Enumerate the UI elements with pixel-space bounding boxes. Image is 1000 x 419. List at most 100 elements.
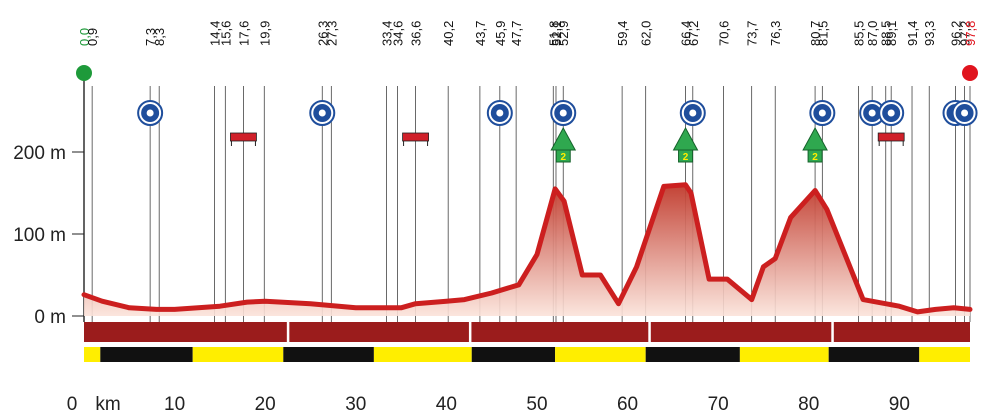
- km-marker-label: 26,3: [315, 21, 330, 46]
- km-marker-label-group: 52,1: [549, 21, 564, 46]
- barrier-body: [230, 132, 257, 142]
- km-marker-label: 17,6: [236, 21, 251, 46]
- km-marker-label: 45,9: [493, 21, 508, 46]
- km-marker-label-group: 26,3: [315, 21, 330, 46]
- km-marker-label-group: 40,2: [441, 21, 456, 46]
- km-marker-label: 93,3: [922, 21, 937, 46]
- climb-base: [555, 149, 571, 163]
- km-marker-label-group: 17,6: [236, 21, 251, 46]
- x-tick-label: 0: [67, 394, 78, 415]
- x-tick-label: 10: [164, 394, 185, 415]
- mountain-climb-icon: 2: [802, 126, 828, 163]
- km-marker-label-group: 70,6: [717, 21, 732, 46]
- km-marker-label-group: 45,9: [493, 21, 508, 46]
- x-tick-label: 90: [889, 394, 910, 415]
- roundabout-icon: [951, 100, 978, 126]
- profile-area: [84, 184, 970, 316]
- distance-stripe-segment: [373, 347, 472, 362]
- km-marker-label: 47,7: [509, 21, 524, 46]
- y-tick-label: 100 m: [13, 225, 66, 246]
- climb-category-label: 2: [812, 152, 818, 163]
- km-marker-label-group: 93,3: [922, 21, 937, 46]
- km-marker-label-group: 7,3: [143, 28, 158, 46]
- x-tick-label: 60: [617, 394, 638, 415]
- km-marker-label: 8,3: [152, 28, 167, 46]
- road-barrier-icon: [230, 132, 257, 146]
- km-marker-label-group: 66,4: [679, 21, 694, 46]
- base-band-gap: [648, 322, 651, 342]
- km-marker-label: 19,9: [257, 21, 272, 46]
- climb-base: [807, 149, 823, 163]
- roundabout-center: [146, 109, 154, 117]
- mountain-climb-icon: 2: [672, 126, 699, 163]
- roundabout-center: [887, 109, 895, 117]
- base-band: [84, 322, 970, 342]
- km-marker-label: 33,4: [380, 21, 395, 46]
- km-marker-label: 43,7: [473, 21, 488, 46]
- y-tick-label: 0 m: [34, 307, 66, 328]
- km-marker-label: 59,4: [615, 21, 630, 46]
- km-marker-label: 36,6: [409, 21, 424, 46]
- km-marker-label: 40,2: [441, 21, 456, 46]
- roundabout-icon: [309, 100, 336, 126]
- km-marker-label-group: 0,0: [77, 28, 92, 46]
- roundabout-center: [961, 109, 969, 117]
- profile-line: [81, 182, 973, 315]
- km-marker-label-group: 47,7: [509, 21, 524, 46]
- km-marker-label-group: 76,3: [768, 21, 783, 46]
- barrier-body: [877, 132, 905, 142]
- km-marker-label: 97,2: [958, 21, 973, 46]
- km-marker-label-group: 97,8: [963, 21, 978, 46]
- distance-stripe-segment: [645, 347, 740, 362]
- roundabout-icon: [809, 100, 836, 126]
- km-marker-label-group: 36,6: [409, 21, 424, 46]
- x-tick-label: 20: [255, 394, 276, 415]
- y-tick-label: 200 m: [13, 143, 66, 164]
- distance-stripe-segment: [739, 347, 829, 362]
- road-barrier-icon: [402, 132, 429, 146]
- km-marker-label: 66,4: [679, 21, 694, 46]
- distance-stripe-segment: [828, 347, 920, 362]
- x-tick-label: 80: [798, 394, 819, 415]
- x-tick-label: 40: [436, 394, 457, 415]
- km-marker-label-group: 88,5: [879, 21, 894, 46]
- base-band-gap: [468, 322, 472, 342]
- climb-triangle: [672, 126, 699, 151]
- roundabout-icon: [486, 100, 513, 126]
- km-marker-label-group: 8,3: [152, 28, 167, 46]
- distance-stripe-segment: [283, 347, 374, 362]
- km-marker-label: 97,8: [963, 21, 978, 46]
- km-marker-label: 96,2: [949, 21, 964, 46]
- km-marker-label-group: 19,9: [257, 21, 272, 46]
- km-marker-label: 51,8: [546, 21, 561, 46]
- climb-category-label: 2: [683, 152, 689, 163]
- km-marker-label: 14,4: [207, 21, 222, 46]
- roundabout-icon: [137, 100, 164, 126]
- km-marker-label: 91,4: [905, 21, 920, 46]
- km-marker-label: 0,9: [85, 28, 100, 46]
- roundabout-center: [559, 109, 567, 117]
- km-marker-label: 34,6: [390, 21, 405, 46]
- mountain-climb-icon: 2: [550, 126, 577, 163]
- roundabout-icon: [878, 100, 905, 126]
- x-tick-label: 50: [526, 394, 547, 415]
- km-marker-label-group: 96,2: [949, 21, 964, 46]
- x-unit-label: km: [95, 394, 120, 415]
- km-marker-label: 67,2: [686, 21, 701, 46]
- distance-stripe-segment: [471, 347, 556, 362]
- km-marker-label: 62,0: [639, 21, 654, 46]
- km-marker-label: 81,5: [815, 21, 830, 46]
- km-marker-label: 52,1: [549, 21, 564, 46]
- x-tick-label: 70: [708, 394, 729, 415]
- km-marker-label: 73,7: [745, 21, 760, 46]
- roundabout-center: [689, 109, 697, 117]
- km-marker-label: 85,5: [852, 21, 867, 46]
- km-marker-label: 70,6: [717, 21, 732, 46]
- start-dot: [76, 65, 92, 81]
- climb-triangle: [550, 126, 577, 151]
- climb-triangle: [802, 126, 828, 151]
- km-marker-label: 7,3: [143, 28, 158, 46]
- distance-stripe-segment: [555, 347, 646, 362]
